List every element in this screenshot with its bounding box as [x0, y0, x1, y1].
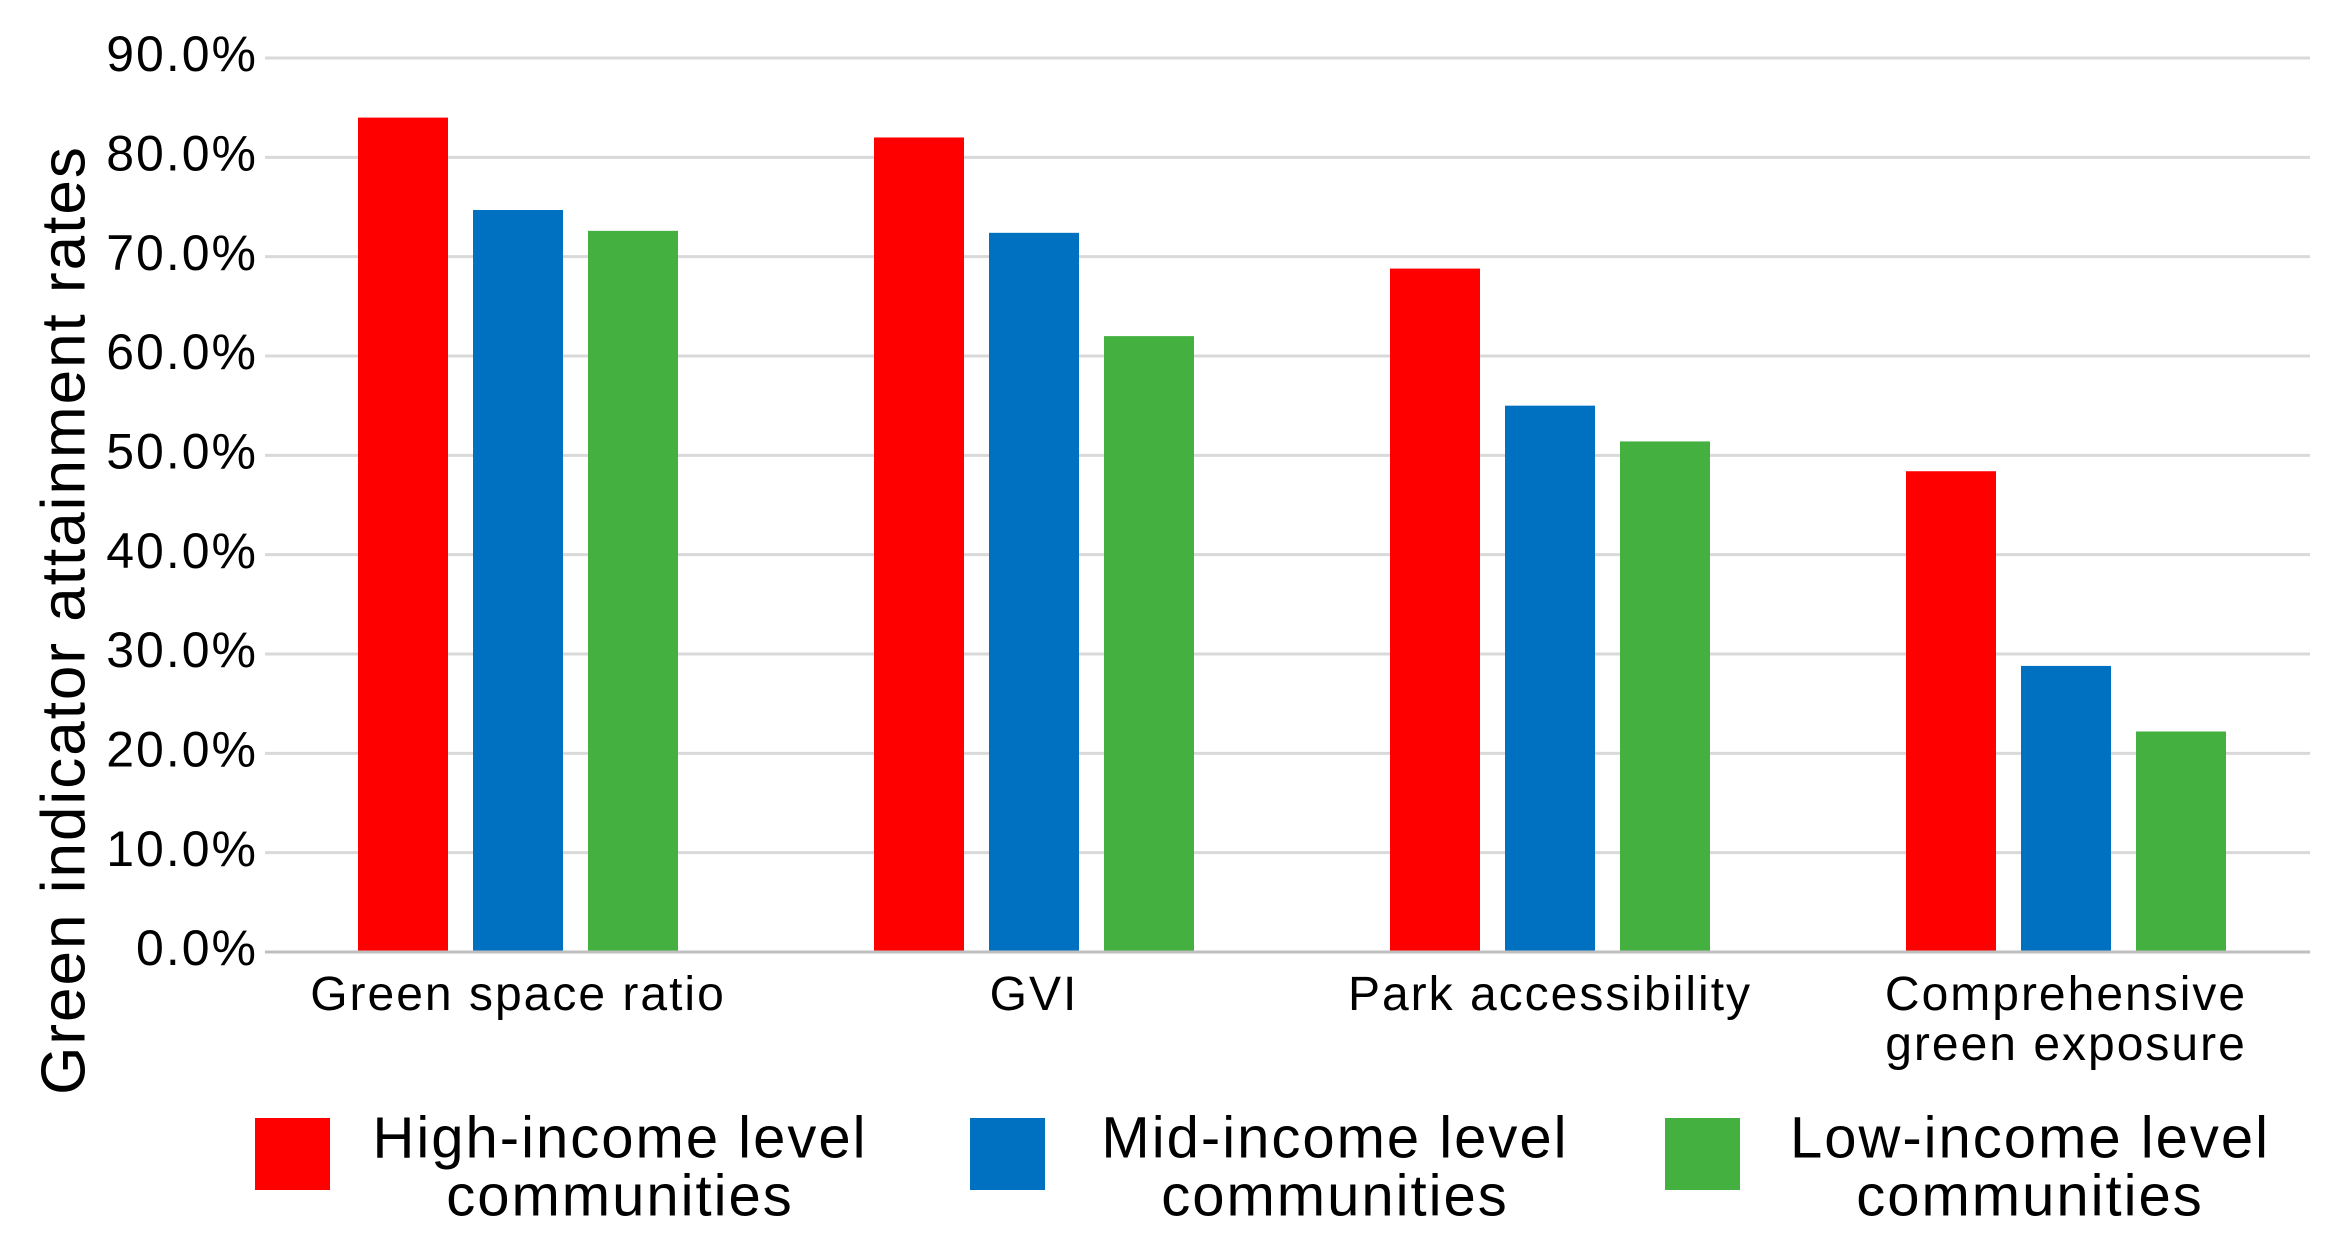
x-category-label: Comprehensive	[1885, 968, 2247, 1021]
y-tick-label: 70.0%	[106, 225, 258, 281]
bar	[874, 137, 964, 952]
y-tick-label: 40.0%	[106, 523, 258, 579]
bar	[473, 209, 563, 953]
bar	[2136, 731, 2226, 952]
bar	[588, 230, 678, 953]
y-tick-label: 30.0%	[106, 622, 258, 678]
y-tick-label: 60.0%	[106, 324, 258, 380]
legend-swatch	[1665, 1118, 1740, 1190]
y-tick-label: 80.0%	[106, 126, 258, 182]
bars	[358, 117, 2226, 953]
category-labels: Green space ratio GVI Park accessibility Co…	[310, 968, 2247, 1071]
legend-label: communities	[446, 1163, 794, 1228]
y-tick-label: 90.0%	[106, 26, 258, 82]
legend-label: communities	[1161, 1163, 1509, 1228]
bar	[1104, 336, 1194, 953]
bar	[358, 117, 448, 953]
bar	[1620, 441, 1710, 952]
y-axis-ticks: 0.0% 10.0% 20.0% 30.0% 40.0% 50.0% 60.0% 70.0% 8…	[106, 26, 258, 976]
bar	[1390, 268, 1480, 952]
y-tick-label: 50.0%	[106, 424, 258, 480]
legend-swatch	[970, 1118, 1045, 1190]
y-tick-label: 0.0%	[136, 920, 258, 976]
legend-label: Low-income level	[1790, 1105, 2270, 1170]
y-tick-label: 10.0%	[106, 821, 258, 877]
x-category-label: green exposure	[1885, 1018, 2247, 1071]
bar	[989, 232, 1079, 952]
x-category-label: Green space ratio	[310, 968, 726, 1021]
legend-label: Mid-income level	[1101, 1105, 1568, 1170]
y-tick-label: 20.0%	[106, 722, 258, 778]
bar	[1906, 471, 1996, 952]
x-category-label: GVI	[990, 968, 1079, 1021]
gridlines	[265, 56, 2310, 855]
bar	[2021, 665, 2111, 952]
x-category-label: Park accessibility	[1348, 968, 1752, 1021]
bar	[1505, 405, 1595, 953]
y-axis-title: Green indicator attainment rates	[29, 145, 98, 1095]
legend-swatch	[255, 1118, 330, 1190]
legend-label: communities	[1856, 1163, 2204, 1228]
legend-label: High-income level	[373, 1105, 868, 1170]
